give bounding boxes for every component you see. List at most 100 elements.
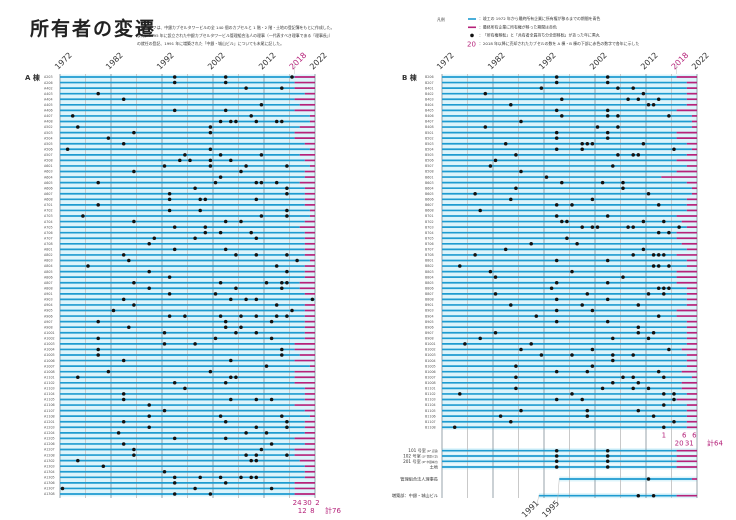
unit-label: A1307 [44,487,55,491]
transfer-dot [493,292,498,296]
transfer-dot [585,414,590,418]
transfer-dot [259,153,264,157]
unit-label: B1001 [425,342,436,346]
transfer-dot [223,325,228,329]
transfer-dot [218,280,223,285]
extra-row-label: 増築部：中銀・城山ビル [392,492,438,499]
transfer-dot [641,141,646,146]
unit-label: A1004 [44,348,55,352]
transfer-dot [656,97,661,101]
unit-label: B802 [425,264,434,268]
transfer-dot [269,336,274,341]
transfer-dot [280,286,284,291]
transfer-dot [667,114,671,118]
transfer-dot [570,269,574,274]
transfer-dot [656,264,661,268]
transfer-dot [519,408,523,413]
transfer-dot [585,141,590,146]
transfer-dot [172,247,177,252]
unit-label: B405 [425,109,434,113]
unit-label: B906 [425,325,434,329]
unit-label: A801 [44,248,53,252]
unit-label: A404 [44,97,53,101]
transfer-dot [269,486,274,491]
transfer-dot [605,130,610,135]
unit-label: A706 [44,231,53,235]
transfer-dot [483,125,488,129]
transfer-dot [662,425,666,430]
transfer-dot [244,453,248,457]
transfer-dot [514,364,518,368]
transfer-dot [662,219,666,224]
transfer-dot [229,375,233,379]
transfer-dot [290,308,294,313]
transfer-dot [193,186,197,190]
transfer-dot [127,325,131,329]
transfer-dot [554,369,559,374]
transfer-dot [529,242,533,246]
transfer-dot [514,386,518,391]
transfer-dot [274,303,279,307]
transfer-dot [626,225,630,229]
transfer-dot [616,153,620,157]
unit-label: A808 [44,286,53,290]
unit-label: B506 [425,159,434,163]
transfer-dot [96,91,100,96]
transfer-dot [631,253,635,257]
transfer-dot [539,353,544,357]
transfer-dot [106,369,111,374]
unit-label: A508 [44,159,53,163]
transfer-dot [600,180,605,185]
transfer-dot [560,219,564,224]
transfer-dot [172,80,177,85]
x-tick-label-2022: 2022 [308,51,329,72]
transfer-dot [234,253,238,257]
transfer-dot [677,225,681,229]
transfer-dot [290,75,294,79]
transfer-dot [223,219,228,224]
transfer-dot [626,97,630,101]
description-line: の就任の登記、1991 年に増築された「中銀・城山ビル」についても末尾に記した。 [137,41,284,46]
unit-label: A1305 [44,476,55,480]
transfer-dot [636,408,641,413]
unit-label: B705 [425,236,434,240]
transfer-dot [662,253,666,257]
transfer-dot [656,230,661,235]
transfer-dot [656,253,661,257]
transfer-dot [152,236,157,240]
unit-label: B407 [425,120,434,124]
transfer-dot [167,314,172,318]
transfer-dot [269,397,274,402]
transfer-dot [249,114,253,118]
transfer-dot [519,119,523,124]
unit-label: A702 [44,209,53,213]
transfer-dot [81,214,85,218]
transfer-dot [590,347,595,352]
transfer-dot [223,381,228,385]
unit-label: B904 [425,314,434,318]
transfer-dot [264,280,269,285]
transfer-dot [636,331,641,335]
page-title: 所有者の変遷 [30,18,157,40]
transfer-dot [285,192,289,196]
legend-item-text: ：竣工の 1972 年から最終所有企業に所有権が移るまでの期間を青色 [479,16,600,21]
transfer-dot [203,230,208,235]
transfer-dot [147,414,151,418]
transfer-dot [580,141,584,146]
transfer-dot [636,325,641,329]
unit-label: A408 [44,120,53,124]
transfer-dot [70,114,75,118]
transfer-dot [509,419,513,424]
transfer-dot [218,314,223,318]
transfer-dot [605,319,610,324]
transfer-dot [132,453,136,457]
transfer-dot [498,414,503,418]
transfer-dot [147,269,151,274]
transfer-dot [193,342,197,346]
transfer-dot [488,269,493,274]
transfer-dot [611,336,615,341]
unit-label: A1303 [44,464,55,468]
transfer-dot [188,158,192,163]
unit-label: B706 [425,242,434,246]
